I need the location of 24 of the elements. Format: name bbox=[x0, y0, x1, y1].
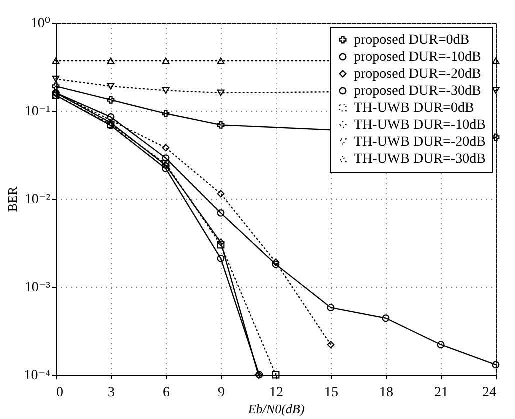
y-tick-label: 10⁰ bbox=[30, 16, 51, 32]
x-tick-label: 0 bbox=[56, 386, 64, 400]
y-axis-title: BER bbox=[5, 186, 20, 212]
y-tick-label: 10⁻³ bbox=[24, 280, 50, 296]
x-tick-label: 24 bbox=[482, 386, 496, 400]
x-axis-title: Eb/N0(dB) bbox=[247, 402, 305, 416]
y-tick-label: 10⁻⁴ bbox=[24, 368, 51, 384]
x-tick-label: 12 bbox=[270, 386, 284, 400]
legend-label: proposed DUR=0dB bbox=[354, 33, 470, 48]
legend-label: TH-UWB DUR=-30dB bbox=[354, 152, 486, 167]
legend-label: proposed DUR=-30dB bbox=[354, 84, 482, 99]
y-tick-label: 10⁻² bbox=[24, 192, 50, 208]
x-tick-label: 6 bbox=[163, 386, 170, 400]
x-tick-label: 21 bbox=[434, 386, 448, 400]
x-tick-label: 9 bbox=[218, 386, 225, 400]
legend-label: proposed DUR=-10dB bbox=[354, 50, 482, 65]
legend-label: TH-UWB DUR=0dB bbox=[354, 101, 474, 116]
legend-label: TH-UWB DUR=-10dB bbox=[354, 118, 486, 133]
legend-label: TH-UWB DUR=-20dB bbox=[354, 135, 486, 150]
y-tick-label: 10⁻¹ bbox=[24, 104, 50, 120]
x-tick-label: 15 bbox=[324, 386, 338, 400]
legend-label: proposed DUR=-20dB bbox=[354, 67, 482, 82]
x-tick-label: 18 bbox=[380, 386, 394, 400]
x-tick-label: 3 bbox=[108, 386, 115, 400]
